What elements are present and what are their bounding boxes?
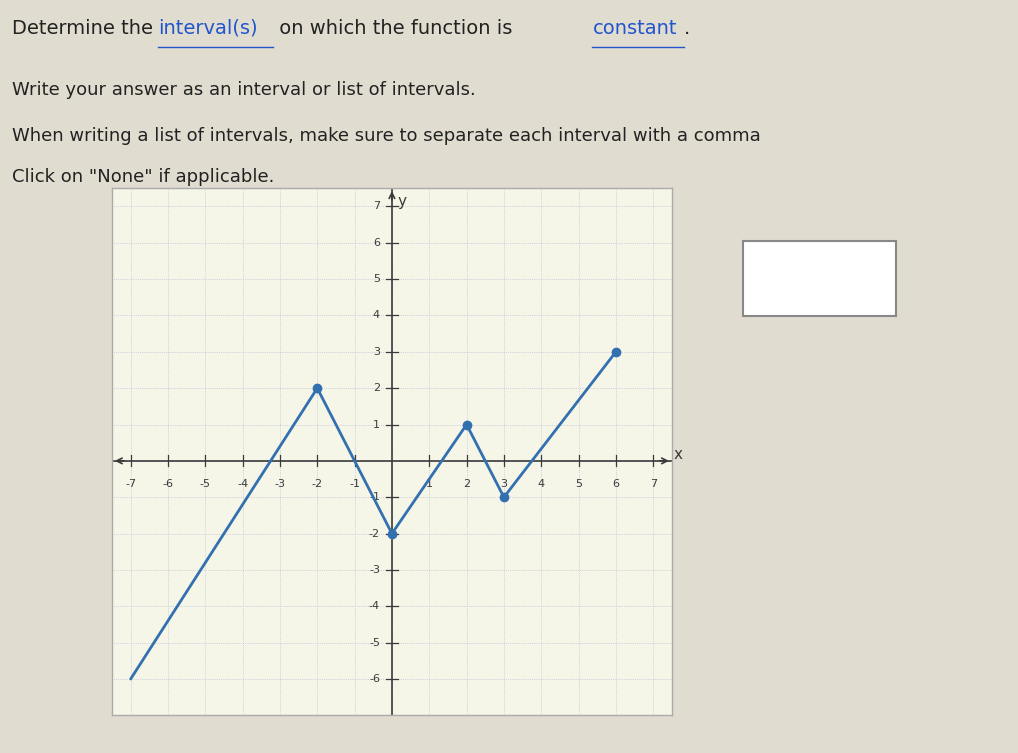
Text: x: x (674, 447, 683, 462)
Text: 6: 6 (373, 238, 380, 248)
Text: y: y (397, 194, 406, 209)
Text: -5: -5 (369, 638, 380, 648)
Text: 4: 4 (538, 479, 545, 489)
Text: 7: 7 (373, 201, 380, 212)
Text: -4: -4 (237, 479, 248, 489)
Text: interval(s): interval(s) (158, 19, 258, 38)
Text: constant: constant (592, 19, 677, 38)
Text: 3: 3 (501, 479, 507, 489)
Text: -3: -3 (369, 565, 380, 575)
Text: Click on "None" if applicable.: Click on "None" if applicable. (12, 168, 275, 186)
Text: on which the function is: on which the function is (273, 19, 518, 38)
Text: -6: -6 (369, 674, 380, 684)
Text: Write your answer as an interval or list of intervals.: Write your answer as an interval or list… (12, 81, 476, 99)
Text: 2: 2 (373, 383, 380, 393)
Text: 1: 1 (373, 419, 380, 429)
Text: -6: -6 (163, 479, 173, 489)
Text: -1: -1 (349, 479, 360, 489)
Text: 2: 2 (463, 479, 470, 489)
Text: 4: 4 (373, 310, 380, 321)
Text: When writing a list of intervals, make sure to separate each interval with a com: When writing a list of intervals, make s… (12, 127, 761, 145)
Text: -7: -7 (125, 479, 136, 489)
Text: -3: -3 (275, 479, 285, 489)
Text: -5: -5 (200, 479, 211, 489)
Text: 6: 6 (613, 479, 619, 489)
Text: -4: -4 (369, 602, 380, 611)
Text: -2: -2 (312, 479, 323, 489)
Text: -1: -1 (369, 492, 380, 502)
Text: 7: 7 (649, 479, 657, 489)
Text: 1: 1 (426, 479, 433, 489)
Text: Determine the: Determine the (12, 19, 160, 38)
Text: -2: -2 (369, 529, 380, 538)
Text: 5: 5 (575, 479, 582, 489)
Text: 5: 5 (373, 274, 380, 284)
Text: 3: 3 (373, 347, 380, 357)
Text: .: . (684, 19, 690, 38)
